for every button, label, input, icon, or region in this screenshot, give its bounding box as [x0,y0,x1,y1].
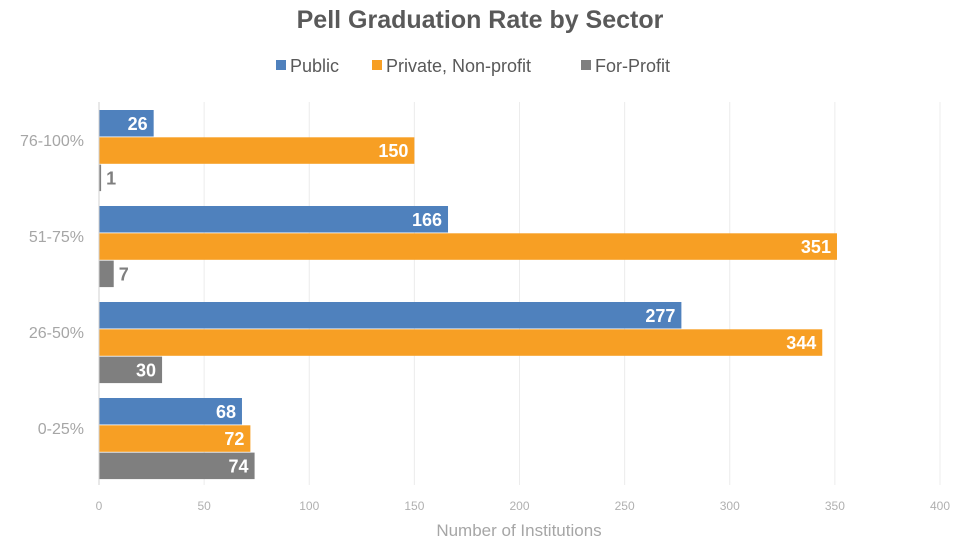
data-label: 150 [378,141,408,161]
category-label: 76-100% [20,133,84,150]
category-labels: 76-100% 51-75% 26-50% 0-25% [20,133,84,438]
legend-swatch [372,60,382,70]
category-label: 26-50% [29,325,84,342]
data-label: 351 [801,237,831,257]
bar [99,398,242,425]
bar [99,233,837,260]
data-label: 344 [786,333,816,353]
data-label: 277 [645,306,675,326]
data-label: 74 [229,456,249,476]
chart-title: Pell Graduation Rate by Sector [297,6,664,34]
x-tick-label: 200 [509,499,529,513]
legend-label: Public [290,56,339,76]
bar [99,260,114,288]
bar [99,110,154,137]
data-label: 72 [224,429,244,449]
legend: Public Private, Non-profit For-Profit [276,56,670,76]
x-tick-label: 150 [404,499,424,513]
gridlines [203,102,941,485]
x-tick-label: 0 [96,499,103,513]
x-tick-labels: 0 50 100 150 200 250 300 350 400 [96,499,951,513]
legend-swatch [581,60,591,70]
bar [99,452,255,480]
data-label: 1 [106,168,116,188]
x-tick-label: 250 [615,499,635,513]
data-label: 166 [412,210,442,230]
category-label: 51-75% [29,229,84,246]
bar [99,329,823,356]
category-label: 0-25% [38,421,84,438]
bar [99,137,415,164]
bar [99,425,251,452]
legend-label: For-Profit [595,56,670,76]
bar [99,356,163,384]
data-label: 26 [128,114,148,134]
x-tick-label: 300 [720,499,740,513]
x-tick-label: 400 [930,499,950,513]
x-tick-label: 100 [299,499,319,513]
bars: 26 150 1 166 351 7 277 344 30 68 72 74 [99,110,837,480]
bar [99,302,682,329]
x-axis-label: Number of Institutions [436,521,601,540]
legend-swatch [276,60,286,70]
x-tick-label: 50 [197,499,211,513]
data-label: 7 [119,264,129,284]
data-label: 30 [136,360,156,380]
legend-label: Private, Non-profit [386,56,531,76]
bar [99,206,449,233]
data-label: 68 [216,402,236,422]
bar [99,164,102,192]
x-tick-label: 350 [825,499,845,513]
